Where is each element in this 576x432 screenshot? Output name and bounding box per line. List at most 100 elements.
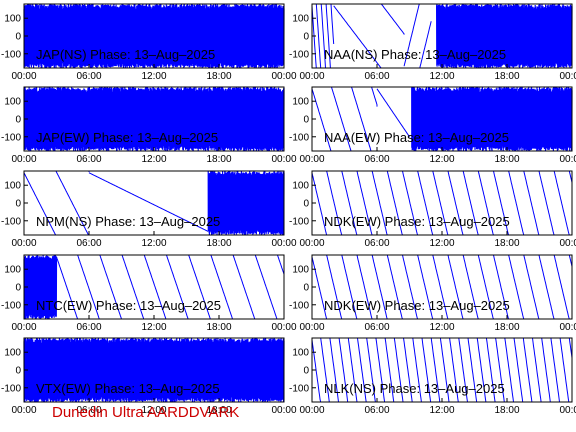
phase-trace bbox=[311, 86, 378, 152]
x-tick-label: 18:00 bbox=[206, 405, 231, 416]
panel-title: VTX(EW) Phase: 13–Aug–2025 bbox=[36, 381, 220, 396]
phase-panel: 1000-10000:0006:0012:0018:0000:00NAA(NS)… bbox=[289, 3, 576, 82]
x-tick-label: 06:00 bbox=[76, 238, 101, 249]
x-tick-label: 06:00 bbox=[364, 71, 389, 82]
x-tick-label: 12:00 bbox=[429, 154, 454, 165]
x-tick-label: 00:00 bbox=[299, 322, 324, 333]
x-tick-label: 12:00 bbox=[141, 154, 166, 165]
x-tick-label: 06:00 bbox=[76, 154, 101, 165]
x-tick-label: 00:00 bbox=[11, 71, 36, 82]
x-tick-label: 00:00 bbox=[271, 405, 296, 416]
phase-panel: 1000-10000:0006:0012:0018:0000:00NAA(EW)… bbox=[289, 86, 576, 165]
x-tick-label: 18:00 bbox=[494, 238, 519, 249]
y-tick-label: 100 bbox=[292, 97, 309, 108]
x-tick-label: 00:00 bbox=[559, 71, 576, 82]
x-tick-label: 00:00 bbox=[271, 154, 296, 165]
x-tick-label: 12:00 bbox=[429, 238, 454, 249]
x-tick-label: 00:00 bbox=[271, 322, 296, 333]
phase-panel: 1000-10000:0006:0012:0018:0000:00NDK(EW)… bbox=[289, 170, 576, 249]
y-tick-label: 0 bbox=[303, 32, 309, 43]
phase-trace bbox=[56, 254, 285, 320]
phase-panel: 1000-10000:0006:0012:0018:0000:00NDK(EW)… bbox=[289, 254, 576, 333]
phase-trace bbox=[23, 3, 285, 69]
phase-trace bbox=[207, 170, 285, 236]
phase-panel: 1000-10000:0006:0012:0018:0000:00NLK(NS)… bbox=[289, 337, 576, 416]
phase-trace bbox=[411, 86, 573, 152]
y-tick-label: 100 bbox=[292, 14, 309, 25]
x-tick-label: 00:00 bbox=[299, 154, 324, 165]
y-tick-label: 100 bbox=[292, 348, 309, 359]
y-tick-label: 100 bbox=[4, 181, 21, 192]
x-tick-label: 00:00 bbox=[11, 154, 36, 165]
x-tick-label: 06:00 bbox=[364, 322, 389, 333]
panel-title: NAA(NS) Phase: 13–Aug–2025 bbox=[324, 47, 506, 62]
x-tick-label: 00:00 bbox=[299, 405, 324, 416]
y-tick-label: -100 bbox=[1, 300, 21, 311]
y-tick-label: -100 bbox=[289, 383, 309, 394]
x-tick-label: 18:00 bbox=[494, 322, 519, 333]
x-tick-label: 06:00 bbox=[76, 71, 101, 82]
x-tick-label: 06:00 bbox=[364, 238, 389, 249]
phase-trace bbox=[23, 255, 58, 319]
x-tick-label: 00:00 bbox=[11, 322, 36, 333]
x-tick-label: 18:00 bbox=[206, 154, 231, 165]
y-tick-label: 0 bbox=[15, 199, 21, 210]
y-tick-label: -100 bbox=[289, 300, 309, 311]
y-tick-label: 0 bbox=[303, 283, 309, 294]
y-tick-label: -100 bbox=[289, 132, 309, 143]
footer-label: Dunedin Ultra AARDDVARK bbox=[52, 404, 240, 421]
y-tick-label: 100 bbox=[4, 97, 21, 108]
y-tick-label: -100 bbox=[1, 49, 21, 60]
phase-trace bbox=[436, 3, 573, 69]
x-tick-label: 00:00 bbox=[11, 405, 36, 416]
y-tick-label: 0 bbox=[303, 366, 309, 377]
y-tick-label: 0 bbox=[303, 115, 309, 126]
phase-trace bbox=[311, 254, 573, 320]
y-tick-label: -100 bbox=[1, 132, 21, 143]
y-tick-label: 0 bbox=[15, 32, 21, 43]
x-tick-label: 00:00 bbox=[271, 71, 296, 82]
y-tick-label: -100 bbox=[289, 216, 309, 227]
x-tick-label: 00:00 bbox=[559, 238, 576, 249]
y-tick-label: -100 bbox=[289, 49, 309, 60]
panel-title: JAP(NS) Phase: 13–Aug–2025 bbox=[36, 47, 215, 62]
x-tick-label: 12:00 bbox=[429, 322, 454, 333]
panel-title: JAP(EW) Phase: 13–Aug–2025 bbox=[36, 130, 218, 145]
x-tick-label: 18:00 bbox=[494, 405, 519, 416]
x-tick-label: 12:00 bbox=[141, 238, 166, 249]
x-tick-label: 12:00 bbox=[141, 71, 166, 82]
x-tick-label: 06:00 bbox=[364, 405, 389, 416]
x-tick-label: 06:00 bbox=[76, 405, 101, 416]
x-tick-label: 00:00 bbox=[559, 154, 576, 165]
x-tick-label: 00:00 bbox=[299, 71, 324, 82]
x-tick-label: 18:00 bbox=[206, 238, 231, 249]
x-tick-label: 06:00 bbox=[364, 154, 389, 165]
y-tick-label: 100 bbox=[292, 181, 309, 192]
panel-title: NLK(NS) Phase: 13–Aug–2025 bbox=[324, 381, 505, 396]
phase-trace bbox=[23, 86, 285, 152]
y-tick-label: 0 bbox=[15, 115, 21, 126]
panel-title: NAA(EW) Phase: 13–Aug–2025 bbox=[324, 130, 509, 145]
y-tick-label: 100 bbox=[4, 348, 21, 359]
y-tick-label: -100 bbox=[1, 383, 21, 394]
panel-title: NPM(NS) Phase: 13–Aug–2025 bbox=[36, 214, 220, 229]
y-tick-label: -100 bbox=[1, 216, 21, 227]
x-tick-label: 06:00 bbox=[76, 322, 101, 333]
x-tick-label: 00:00 bbox=[559, 322, 576, 333]
x-tick-label: 12:00 bbox=[141, 322, 166, 333]
phase-trace bbox=[311, 337, 573, 403]
panel-title: NDK(EW) Phase: 13–Aug–2025 bbox=[324, 298, 510, 313]
y-tick-label: 100 bbox=[292, 265, 309, 276]
x-tick-label: 00:00 bbox=[271, 238, 296, 249]
x-tick-label: 12:00 bbox=[429, 71, 454, 82]
x-tick-label: 00:00 bbox=[299, 238, 324, 249]
x-tick-label: 00:00 bbox=[559, 405, 576, 416]
x-tick-label: 00:00 bbox=[11, 238, 36, 249]
x-tick-label: 18:00 bbox=[494, 71, 519, 82]
x-tick-label: 12:00 bbox=[429, 405, 454, 416]
